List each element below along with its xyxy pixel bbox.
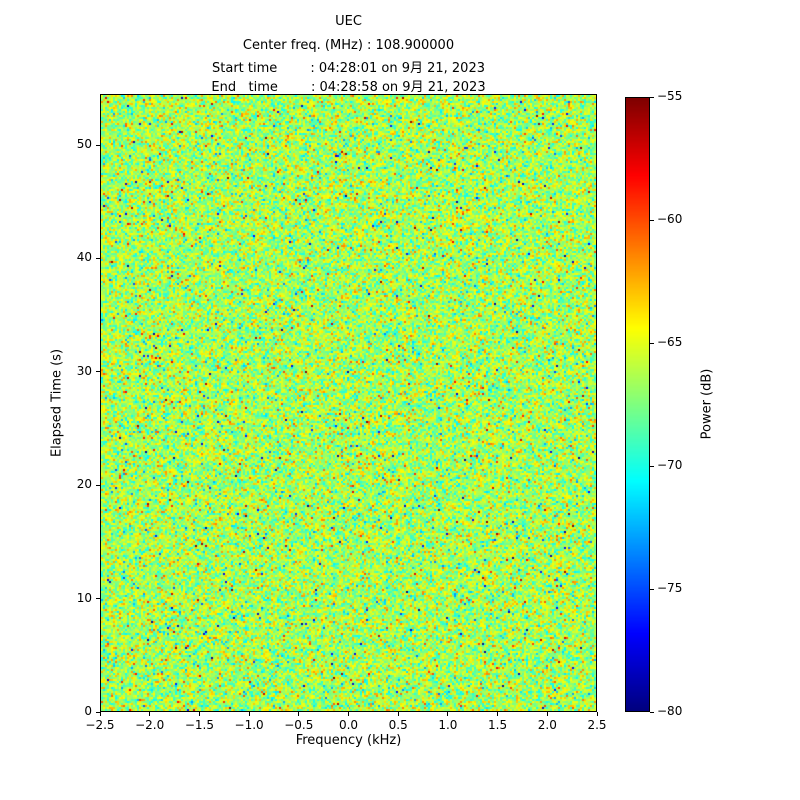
y-tick-label: 10 [76,590,92,605]
x-tick-mark [546,712,548,716]
colorbar-tick-mark [650,96,654,98]
y-tick-label: 30 [76,363,92,378]
y-tick-mark [96,711,100,713]
x-tick-mark [149,712,151,716]
x-tick-label: 0.0 [338,718,359,732]
colorbar-tick-label: −55 [657,89,683,103]
y-tick-label: 0 [84,704,92,718]
center-freq-text: Center freq. (MHz) : 108.900000 [242,38,455,53]
x-tick-mark [447,712,449,716]
y-tick-mark [96,144,100,146]
colorbar-tick-mark [650,465,654,467]
x-tick-label: 2.0 [537,718,557,732]
colorbar-tick-mark [650,219,654,221]
colorbar-tick-mark [650,588,654,590]
y-tick-mark [96,257,100,259]
y-tick-mark [96,598,100,600]
colorbar-tick-label: −65 [657,335,683,349]
start-time-text: Start time : 04:28:01 on 9月 21, 2023 [212,61,485,76]
x-tick-label: −2.0 [135,718,165,732]
x-tick-label: 0.5 [388,718,408,732]
x-tick-mark [397,712,399,716]
spectrogram-image [101,95,596,711]
colorbar-tick-label: −60 [657,212,683,226]
x-tick-label: −1.0 [234,718,264,732]
y-tick-label: 50 [76,137,92,152]
colorbar-label: Power (dB) [699,368,715,440]
chart-title: UEC [335,14,362,29]
colorbar-tick-mark [650,342,654,344]
colorbar-tick-label: −70 [657,458,683,472]
x-tick-label: −1.5 [184,718,214,732]
colorbar-tick-mark [650,711,654,713]
colorbar-tick-label: −75 [657,581,683,595]
x-tick-label: 2.5 [587,718,607,732]
x-tick-label: −2.5 [85,718,115,732]
x-tick-label: 1.5 [488,718,508,732]
y-tick-label: 20 [76,477,92,492]
y-tick-mark [96,484,100,486]
x-tick-mark [348,712,349,716]
y-tick-mark [96,371,100,373]
x-tick-mark [99,712,101,716]
colorbar-tick-label: −80 [657,704,683,718]
end-time-text: End time : 04:28:58 on 9月 21, 2023 [211,80,486,95]
x-tick-mark [497,712,499,716]
colorbar-gradient [626,98,649,711]
x-axis-label: Frequency (kHz) [295,733,402,748]
spectrogram-plot-area [100,94,597,712]
colorbar [625,97,650,712]
x-tick-label: −0.5 [284,718,314,732]
x-tick-mark [248,712,250,716]
x-tick-mark [596,712,598,716]
y-tick-label: 40 [76,250,92,265]
x-tick-label: 1.0 [438,718,458,732]
x-tick-mark [298,712,300,716]
y-axis-label: Elapsed Time (s) [49,348,65,458]
x-tick-mark [198,712,200,716]
